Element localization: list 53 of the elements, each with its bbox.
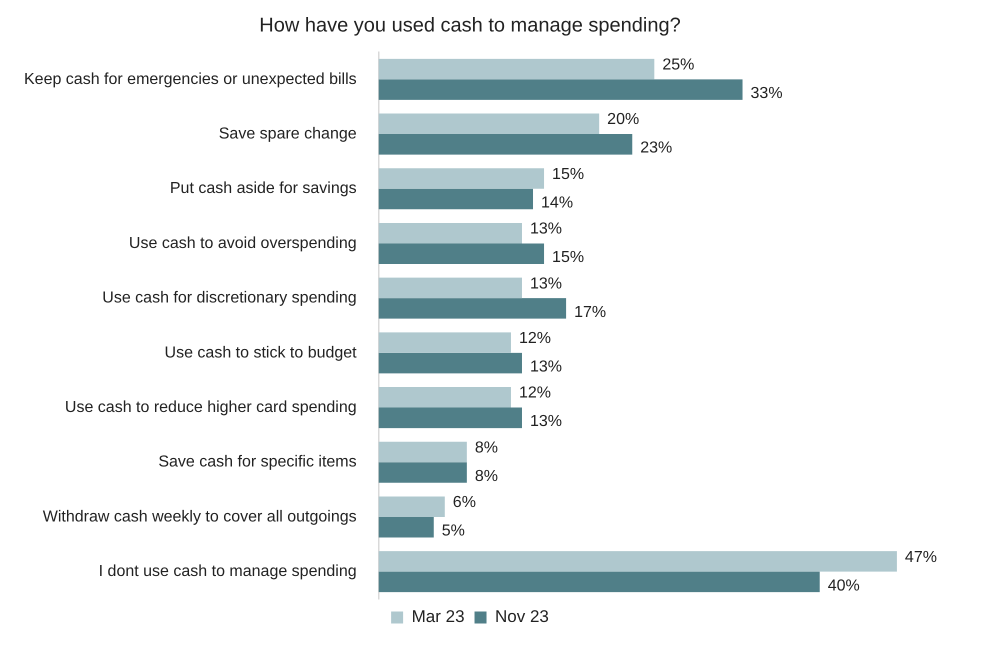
bar — [378, 408, 522, 428]
data-label: 15% — [552, 166, 584, 183]
bar — [378, 516, 434, 538]
bar — [378, 442, 467, 462]
bar — [378, 298, 566, 319]
legend-label: Nov 23 — [495, 607, 549, 626]
bar — [378, 352, 522, 374]
bar — [378, 387, 511, 408]
bar — [378, 134, 632, 155]
data-label: 13% — [530, 358, 562, 376]
data-label: 8% — [474, 439, 498, 456]
y-tick-label: Keep cash for emergencies or unexpected bills — [24, 70, 357, 88]
data-label: 13% — [530, 413, 562, 430]
data-label: 6% — [452, 494, 476, 512]
bar — [378, 222, 522, 244]
bar — [378, 332, 511, 353]
data-label: 23% — [640, 140, 672, 157]
y-tick-label: Use cash to reduce higher card spending — [64, 398, 357, 416]
y-tick-label: Use cash to stick to budget — [164, 344, 358, 362]
bar — [378, 114, 600, 134]
y-tick-label: Save spare change — [218, 125, 357, 142]
legend-label: Mar 23 — [412, 607, 465, 626]
y-tick-label: Save cash for specific items — [158, 454, 357, 471]
data-label: 40% — [828, 577, 860, 594]
bar — [378, 243, 544, 264]
data-label: 14% — [541, 194, 574, 212]
data-label: 12% — [518, 384, 551, 402]
y-tick-label: Use cash to avoid overspending — [128, 234, 357, 252]
bar — [378, 462, 467, 483]
data-label: 15% — [552, 249, 584, 266]
data-label: 8% — [474, 468, 498, 485]
y-tick-label: I dont use cash to manage spending — [98, 563, 357, 580]
bar — [378, 278, 522, 298]
y-tick-label: Withdraw cash weekly to cover all outgoings — [42, 508, 357, 526]
bar — [378, 496, 445, 517]
bar — [378, 188, 534, 210]
data-label: 25% — [662, 56, 694, 74]
bar — [378, 551, 897, 572]
bar — [378, 58, 654, 80]
data-label: 20% — [607, 111, 640, 128]
data-label: 12% — [518, 330, 551, 347]
bar — [378, 168, 544, 189]
data-label: 13% — [530, 220, 562, 238]
data-label: 17% — [574, 304, 606, 321]
chart-title: How have you used cash to manage spending? — [259, 14, 681, 37]
data-label: 5% — [442, 522, 465, 540]
bar — [378, 572, 820, 592]
data-label: 33% — [750, 85, 783, 102]
bar — [378, 79, 743, 100]
y-tick-label: Put cash aside for savings — [170, 180, 357, 198]
data-label: 47% — [904, 548, 937, 566]
y-tick-label: Use cash for discretionary spending — [102, 290, 357, 307]
data-label: 13% — [530, 275, 562, 292]
